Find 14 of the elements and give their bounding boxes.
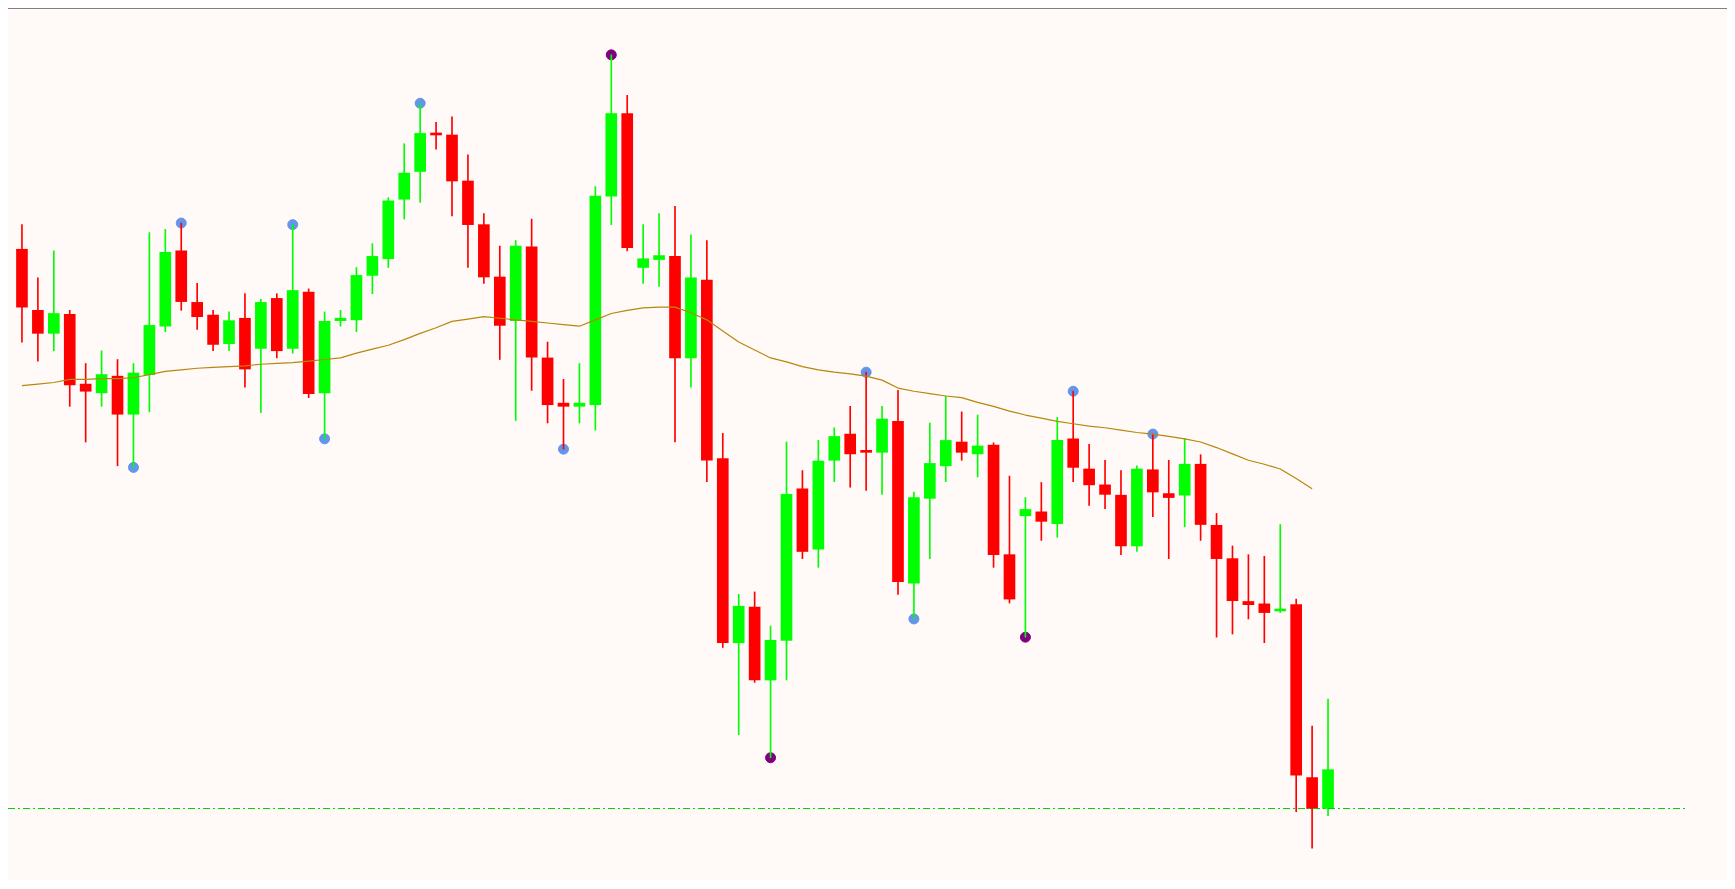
point [127,461,139,473]
point [765,752,777,764]
point [1019,631,1031,643]
candlestick [637,224,649,284]
candlestick [1162,459,1175,559]
candlestick [1099,459,1111,509]
candlestick [844,405,857,488]
point [319,433,331,445]
candlestick [653,213,665,287]
candlestick [1258,555,1271,644]
candlestick [79,363,92,443]
point [558,443,570,455]
candlestick [47,250,60,352]
candlestick [955,411,968,461]
